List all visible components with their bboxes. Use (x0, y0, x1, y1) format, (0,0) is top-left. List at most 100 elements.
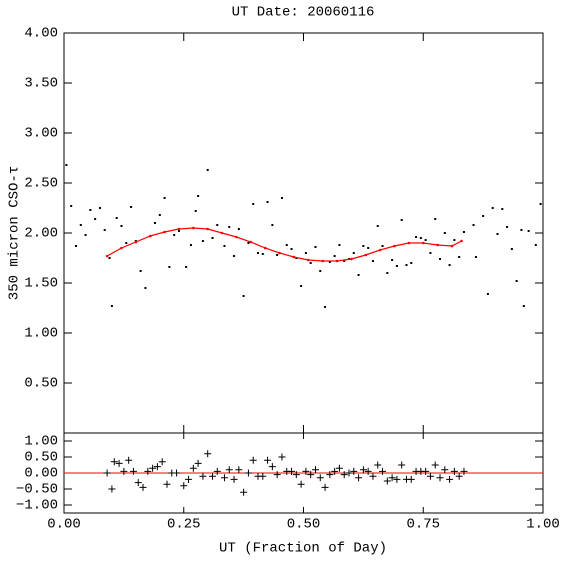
residual-point (185, 475, 193, 483)
data-point (201, 240, 204, 242)
data-point (242, 295, 245, 297)
fit-dot (393, 244, 396, 248)
data-point (319, 270, 322, 272)
data-point (395, 265, 398, 267)
residual-point (268, 463, 276, 471)
y-tick-label: 1.00 (24, 326, 58, 342)
x-tick-label: 0.25 (167, 517, 201, 533)
y-tick-label: 1.50 (24, 276, 58, 292)
data-point (79, 224, 82, 226)
y-tick-label: 3.00 (24, 126, 58, 142)
data-point (65, 164, 68, 166)
data-point (285, 244, 288, 246)
residual-point (244, 469, 252, 477)
data-point (510, 248, 513, 250)
data-point (429, 252, 432, 254)
data-point (139, 270, 142, 272)
data-point (482, 215, 485, 217)
residual-point (225, 466, 233, 474)
data-point (252, 203, 255, 205)
data-point (70, 205, 73, 207)
data-point (462, 231, 465, 233)
residual-point (383, 477, 391, 485)
y-tick-label: 3.50 (24, 76, 58, 92)
data-point (194, 210, 197, 212)
data-point (228, 226, 231, 228)
residual-point (302, 467, 310, 475)
fit-dot (436, 243, 439, 247)
data-point (290, 248, 293, 250)
residual-point (125, 456, 133, 464)
y-tick-label: 0.50 (24, 376, 58, 392)
data-point (376, 225, 379, 227)
residual-point (108, 485, 116, 493)
data-point (434, 218, 437, 220)
data-point (520, 229, 523, 231)
residual-point (220, 474, 228, 482)
residual-point (259, 472, 267, 480)
data-point (314, 246, 317, 248)
data-point (130, 206, 133, 208)
residual-point (316, 474, 324, 482)
data-point (115, 217, 118, 219)
residual-point (139, 483, 147, 491)
residual-point (355, 474, 363, 482)
residual-point (134, 479, 142, 487)
residual-point (441, 466, 449, 474)
residual-point (297, 480, 305, 488)
y-tick-label: 2.50 (24, 176, 58, 192)
residual-point (388, 474, 396, 482)
data-point (189, 244, 192, 246)
residual-point (264, 456, 272, 464)
residual-point (144, 467, 152, 475)
fit-dot (249, 240, 253, 244)
data-point (94, 218, 97, 220)
fit-dot (220, 231, 224, 235)
data-point (300, 285, 303, 287)
data-point (400, 219, 403, 221)
residual-point (431, 461, 439, 469)
residual-point (374, 461, 382, 469)
x-axis-label: UT (Fraction of Day) (219, 541, 387, 557)
data-point (534, 244, 537, 246)
residual-point (364, 467, 372, 475)
data-point (309, 262, 312, 264)
data-point (266, 201, 269, 203)
residual-point (335, 464, 343, 472)
fit-dot (206, 227, 209, 231)
data-point (216, 224, 219, 226)
fit-dot (235, 235, 238, 239)
data-point (343, 260, 346, 262)
fit-dot (364, 253, 368, 257)
data-point (458, 256, 461, 258)
data-point (410, 262, 413, 264)
residual-point (311, 466, 319, 474)
y-tick-label: −1.00 (16, 498, 58, 514)
data-point (443, 232, 446, 234)
residual-point (446, 475, 454, 483)
y-tick-label: 1.00 (24, 434, 58, 450)
residual-point (455, 472, 463, 480)
residual-point (180, 482, 188, 490)
residual-point (163, 480, 171, 488)
data-point (276, 254, 279, 256)
data-point (206, 169, 209, 171)
residual-point (213, 467, 221, 475)
data-point (197, 195, 200, 197)
data-point (256, 252, 259, 254)
data-point (333, 255, 336, 257)
fit-dot (321, 259, 324, 263)
residual-point (173, 469, 181, 477)
fit-dot (292, 255, 296, 259)
residual-point (460, 467, 468, 475)
data-point (211, 237, 214, 239)
residual-point (398, 461, 406, 469)
data-point (405, 264, 408, 266)
data-point (163, 197, 166, 199)
residual-point (350, 467, 358, 475)
data-point (185, 266, 188, 268)
main-frame (63, 32, 544, 434)
data-point (367, 247, 370, 249)
x-tick-label: 0.50 (287, 517, 321, 533)
residual-point (292, 471, 300, 479)
